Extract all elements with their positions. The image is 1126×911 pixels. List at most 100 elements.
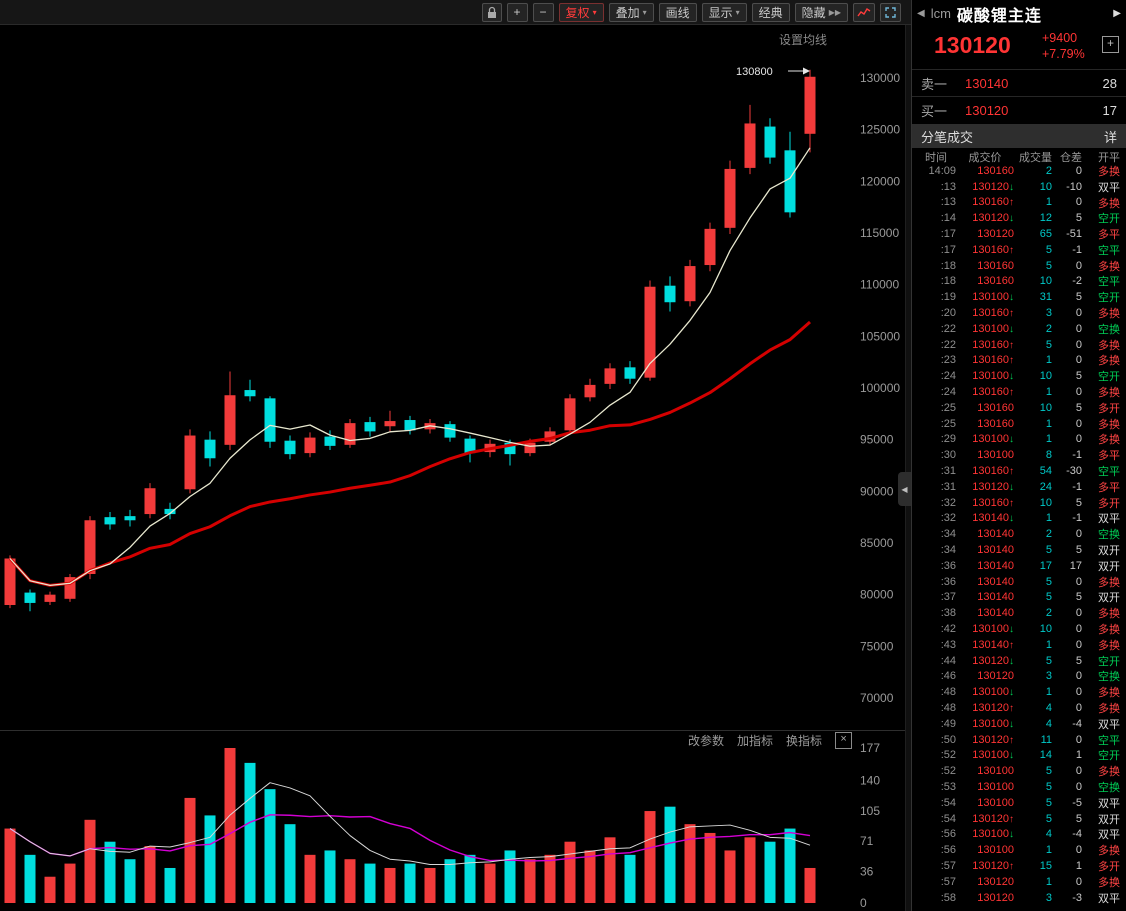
- tick-list[interactable]: 14:09 130160 2 0 多换:13 130120↓ 10 -10 双平:13 13016…: [912, 163, 1126, 911]
- tick-position-change: 0: [1075, 701, 1082, 714]
- mini-chart-button[interactable]: [853, 2, 875, 22]
- tick-row: :34 130140 5 5 双开: [912, 542, 1126, 558]
- arrow-down-icon: ↓: [1009, 750, 1014, 762]
- tick-time: :53: [940, 780, 956, 793]
- display-button[interactable]: 显示 ▾: [701, 2, 747, 22]
- tick-position-change: -4: [1072, 828, 1082, 841]
- tick-row: :56 130100↓ 4 -4 双平: [912, 826, 1126, 842]
- tick-position-change: 0: [1075, 196, 1082, 209]
- svg-text:120000: 120000: [860, 174, 900, 188]
- tick-volume: 2: [1045, 164, 1052, 177]
- tick-row: :58 130120 3 -3 双平: [912, 890, 1126, 906]
- change-params-link[interactable]: 改参数: [688, 734, 725, 748]
- tick-volume: 5: [1045, 575, 1052, 588]
- tick-volume: 10: [1039, 180, 1052, 193]
- tick-open-close: 多平: [1098, 481, 1120, 494]
- tick-position-change: 0: [1075, 875, 1082, 888]
- tick-row: :32 130140↓ 1 -1 双平: [912, 511, 1126, 527]
- tick-position-change: 0: [1075, 528, 1082, 541]
- hide-button[interactable]: 隐藏 ▶▶: [794, 2, 848, 22]
- tick-position-change: -1: [1072, 243, 1082, 256]
- tick-row: :23 130160↑ 1 0 多换: [912, 353, 1126, 369]
- col-open-close: 开平: [1098, 151, 1120, 164]
- close-indicator-icon[interactable]: ×: [835, 732, 853, 749]
- tick-time: :48: [940, 686, 956, 699]
- tick-volume: 5: [1045, 765, 1052, 778]
- tick-price: 130100↓: [972, 370, 1014, 383]
- tick-price: 130100: [977, 765, 1014, 778]
- next-contract-icon[interactable]: ▶: [1113, 8, 1121, 19]
- tick-position-change: -2: [1072, 275, 1082, 288]
- prev-contract-icon[interactable]: ◀: [917, 8, 925, 19]
- tick-time: :25: [940, 417, 956, 430]
- overlay-button[interactable]: 叠加 ▾: [608, 2, 654, 22]
- tick-volume: 3: [1045, 670, 1052, 683]
- svg-text:130000: 130000: [860, 71, 900, 85]
- tick-open-close: 多换: [1098, 308, 1120, 321]
- symbol-code: lcm: [930, 6, 951, 21]
- tick-row: :24 130160↑ 1 0 多换: [912, 384, 1126, 400]
- kline-chart[interactable]: 130000 125000 120000 115000 110000 105000 1000…: [0, 0, 911, 911]
- add-button[interactable]: +: [1102, 36, 1119, 53]
- tick-open-close: 多换: [1098, 845, 1120, 858]
- tick-position-change: -5: [1072, 796, 1082, 809]
- zoom-in-button[interactable]: +: [506, 2, 528, 22]
- tick-time: :38: [940, 607, 956, 620]
- tick-price: 130120↓: [972, 654, 1014, 667]
- tick-open-close: 多换: [1098, 703, 1120, 715]
- detail-link[interactable]: 详: [1103, 129, 1117, 145]
- svg-text:105: 105: [860, 804, 880, 818]
- arrow-up-icon: ↑: [1009, 244, 1014, 256]
- tick-volume: 17: [1039, 559, 1052, 572]
- switch-indicator-link[interactable]: 换指标: [786, 734, 823, 748]
- tick-time: 14:09: [928, 164, 956, 177]
- svg-text:105000: 105000: [860, 329, 900, 343]
- tick-time: :18: [940, 275, 956, 288]
- chevron-down-icon: ▾: [592, 7, 597, 17]
- tick-row: :19 130100↓ 31 5 空开: [912, 289, 1126, 305]
- arrow-down-icon: ↓: [1009, 323, 1014, 335]
- svg-text:100000: 100000: [860, 381, 900, 395]
- tick-price: 130100: [977, 780, 1014, 793]
- tick-position-change: 0: [1075, 322, 1082, 335]
- tick-volume: 2: [1045, 607, 1052, 620]
- tick-open-close: 空开: [1098, 213, 1120, 226]
- collapse-panel-handle[interactable]: ◀: [898, 472, 911, 506]
- adjust-price-label: 复权: [565, 5, 590, 20]
- ma-settings-link[interactable]: 设置均线: [779, 33, 828, 47]
- tick-row: :17 130120 65 -51 多平: [912, 226, 1126, 242]
- classic-button[interactable]: 经典: [751, 2, 790, 22]
- svg-text:71: 71: [860, 834, 874, 848]
- lock-icon: [487, 6, 496, 18]
- tick-row: :48 130100↓ 1 0 多换: [912, 684, 1126, 700]
- tick-open-close: 空平: [1098, 276, 1120, 289]
- lock-button[interactable]: [481, 2, 502, 22]
- tick-volume: 15: [1039, 859, 1052, 872]
- tick-row: :36 130140 5 0 多换: [912, 574, 1126, 590]
- panel-splitter[interactable]: [905, 0, 912, 911]
- last-price: 130120: [934, 32, 1011, 58]
- draw-line-button[interactable]: 画线: [658, 2, 697, 22]
- arrow-down-icon: ↓: [1009, 624, 1014, 635]
- svg-text:0: 0: [860, 896, 867, 910]
- add-indicator-link[interactable]: 加指标: [737, 734, 774, 748]
- arrow-up-icon: ↑: [1009, 339, 1014, 351]
- tick-position-change: 0: [1075, 575, 1082, 588]
- zoom-out-button[interactable]: −: [532, 2, 554, 22]
- tick-price: 130160: [977, 275, 1014, 288]
- tick-position-change: 5: [1075, 370, 1082, 383]
- tick-price: 130140↑: [972, 638, 1014, 651]
- tick-position-change: -51: [1066, 228, 1082, 241]
- tick-volume: 5: [1045, 338, 1052, 351]
- tick-row: 14:09 130160 2 0 多换: [912, 163, 1126, 179]
- tick-volume: 5: [1045, 243, 1052, 256]
- tick-price: 130160: [977, 259, 1014, 272]
- tick-row: :18 130160 10 -2 空平: [912, 274, 1126, 290]
- svg-text:95000: 95000: [860, 433, 894, 447]
- arrow-down-icon: ↓: [1009, 655, 1014, 667]
- tick-price: 130100↓: [972, 749, 1014, 762]
- adjust-price-button[interactable]: 复权 ▾: [558, 2, 604, 22]
- tick-price: 130160↑: [972, 496, 1014, 509]
- tick-position-change: 0: [1075, 623, 1082, 635]
- fullscreen-button[interactable]: [880, 2, 901, 22]
